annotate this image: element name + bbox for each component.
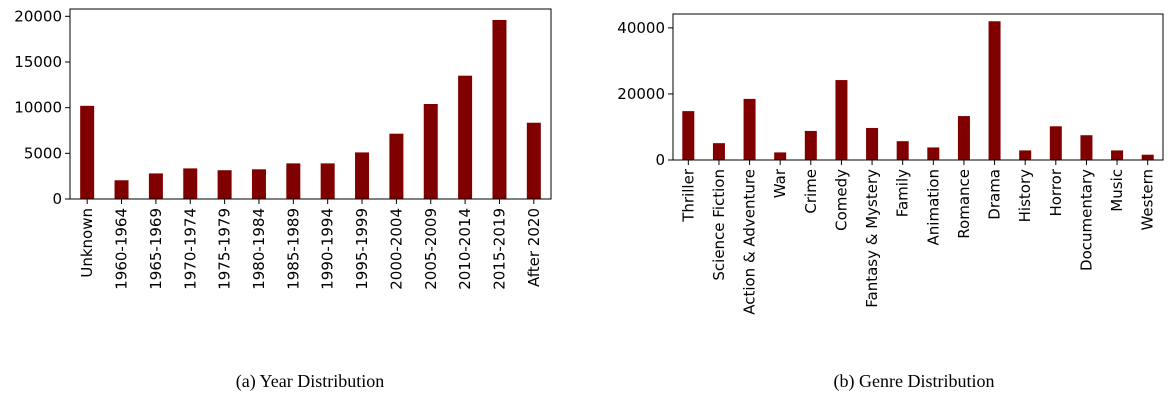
bar bbox=[927, 147, 940, 160]
bar bbox=[217, 170, 232, 199]
bar bbox=[682, 111, 695, 160]
bar bbox=[148, 173, 163, 199]
x-tick-label: 1980-1984 bbox=[250, 208, 268, 290]
x-tick-label: 2015-2019 bbox=[490, 208, 508, 290]
caption-year-distribution: (a) Year Distribution bbox=[236, 371, 384, 392]
bar bbox=[1141, 154, 1154, 160]
bar bbox=[526, 122, 541, 199]
x-tick-label: Science Fiction bbox=[710, 169, 728, 281]
y-tick-label: 20000 bbox=[617, 85, 665, 103]
x-tick-label: Thriller bbox=[679, 168, 697, 223]
x-tick-label: Horror bbox=[1047, 168, 1065, 216]
y-tick-label: 0 bbox=[655, 151, 665, 169]
bar bbox=[1111, 150, 1124, 160]
x-tick-label: 1970-1974 bbox=[181, 208, 199, 290]
bar bbox=[866, 127, 879, 160]
genre-distribution-chart: 0 20000 40000 Thriller Science Fiction Action… bbox=[617, 13, 1164, 315]
x-tick-label: Family bbox=[894, 169, 912, 217]
bar bbox=[1019, 150, 1032, 160]
x-tick-label: Music bbox=[1108, 169, 1126, 212]
x-tick-label: Action & Adventure bbox=[741, 169, 759, 315]
bar bbox=[804, 130, 817, 160]
bar bbox=[183, 168, 198, 199]
bar bbox=[286, 163, 301, 199]
bar bbox=[1049, 126, 1062, 160]
x-tick-label: War bbox=[771, 168, 789, 198]
x-tick-label: 1985-1989 bbox=[284, 208, 302, 290]
bar bbox=[774, 152, 787, 160]
x-tick-label: Crime bbox=[802, 169, 820, 214]
bar bbox=[355, 152, 370, 199]
bar bbox=[896, 141, 909, 160]
x-tick-label: 2010-2014 bbox=[456, 208, 474, 290]
bar bbox=[957, 116, 970, 160]
bar bbox=[114, 180, 129, 199]
bar bbox=[458, 75, 473, 199]
x-tick-label: Drama bbox=[986, 169, 1004, 220]
y-tick-label: 0 bbox=[52, 190, 62, 208]
bar bbox=[835, 80, 848, 160]
x-tick-label: Unknown bbox=[78, 208, 96, 278]
x-tick-label: Romance bbox=[955, 169, 973, 239]
x-tick-label: Fantasy & Mystery bbox=[863, 169, 881, 308]
x-tick-label: 1965-1969 bbox=[147, 208, 165, 290]
x-tick-label: Documentary bbox=[1077, 169, 1095, 271]
y-tick-label: 40000 bbox=[617, 19, 665, 37]
bar bbox=[492, 19, 507, 200]
x-tick-label: 1960-1964 bbox=[113, 208, 131, 290]
y-tick-label: 20000 bbox=[14, 7, 62, 25]
bar bbox=[320, 163, 335, 199]
caption-genre-distribution: (b) Genre Distribution bbox=[834, 371, 995, 392]
plot-frame bbox=[672, 13, 1164, 161]
x-tick-label: 1995-1999 bbox=[353, 208, 371, 290]
bar bbox=[988, 21, 1001, 160]
x-tick-label: Animation bbox=[924, 169, 942, 245]
x-tick-label: Comedy bbox=[832, 169, 850, 231]
bar bbox=[423, 104, 438, 199]
x-tick-label: 1975-1979 bbox=[216, 208, 234, 290]
bar bbox=[743, 98, 756, 160]
bar bbox=[251, 169, 266, 199]
y-tick-label: 10000 bbox=[14, 99, 62, 117]
x-tick-label: 1990-1994 bbox=[319, 208, 337, 290]
plot-frame bbox=[69, 8, 552, 200]
bar bbox=[1080, 135, 1093, 160]
bar bbox=[389, 133, 404, 199]
x-tick-label: 2005-2009 bbox=[422, 208, 440, 290]
y-tick-label: 5000 bbox=[24, 144, 62, 162]
year-distribution-chart: 0 5000 10000 15000 20000 Unknown 1960-1964 1965… bbox=[14, 7, 552, 290]
x-tick-label: Western bbox=[1139, 169, 1157, 231]
x-tick-label: 2000-2004 bbox=[387, 208, 405, 290]
x-tick-label: History bbox=[1016, 169, 1034, 222]
y-tick-label: 15000 bbox=[14, 53, 62, 71]
bar bbox=[80, 105, 95, 199]
x-tick-label: After 2020 bbox=[525, 208, 543, 287]
bar bbox=[712, 143, 725, 160]
